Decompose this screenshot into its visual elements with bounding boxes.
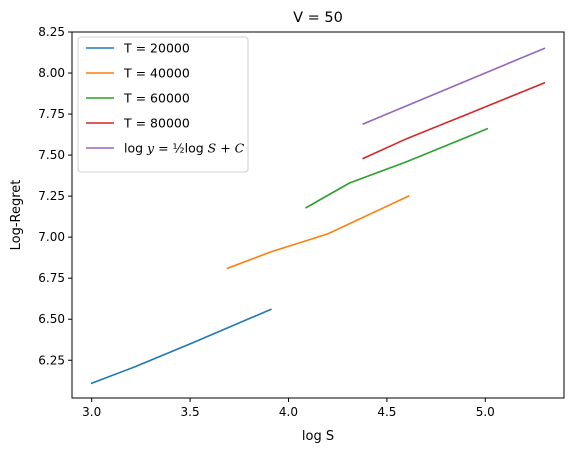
legend-box (77, 36, 249, 173)
x-tick-label: 4.0 (279, 405, 298, 419)
series-line-2 (226, 195, 410, 270)
series-line-5 (362, 47, 546, 125)
series-line-3 (305, 127, 489, 209)
y-tick-label: 7.75 (38, 107, 65, 121)
legend-label: T = 40000 (123, 66, 190, 81)
plot-frame (71, 31, 565, 399)
y-tick-label: 7.50 (38, 148, 65, 162)
y-axis-label: Log-Regret (9, 180, 24, 251)
x-tick-label: 5.0 (476, 405, 495, 419)
legend-label: log y = ½log S + C (124, 141, 245, 156)
x-axis: 3.0 3.5 4.0 4.5 5.0 (82, 398, 495, 419)
y-tick-label: 6.50 (38, 312, 65, 326)
legend: T = 20000 T = 40000 T = 60000 T = 80000 log … (77, 36, 249, 173)
series-line-1 (90, 308, 272, 385)
legend-label: T = 60000 (123, 91, 190, 106)
y-tick-label: 7.25 (38, 189, 65, 203)
y-tick-label: 6.75 (38, 271, 65, 285)
x-tick-label: 4.5 (377, 405, 396, 419)
y-tick-label: 8.25 (38, 25, 65, 39)
series-line-4 (362, 81, 546, 160)
chart-title: V = 50 (293, 10, 343, 26)
y-axis: 6.25 6.50 6.75 7.00 7.25 7.50 7.75 8.00 8.25 (38, 25, 72, 367)
legend-label: T = 20000 (123, 41, 190, 56)
y-tick-label: 8.00 (38, 66, 65, 80)
y-tick-label: 6.25 (38, 353, 65, 367)
x-tick-label: 3.5 (181, 405, 200, 419)
x-tick-label: 3.0 (82, 405, 101, 419)
x-axis-label: log S (302, 429, 334, 444)
y-tick-label: 7.00 (38, 230, 65, 244)
legend-label: T = 80000 (123, 116, 190, 131)
plot-lines (90, 47, 546, 385)
